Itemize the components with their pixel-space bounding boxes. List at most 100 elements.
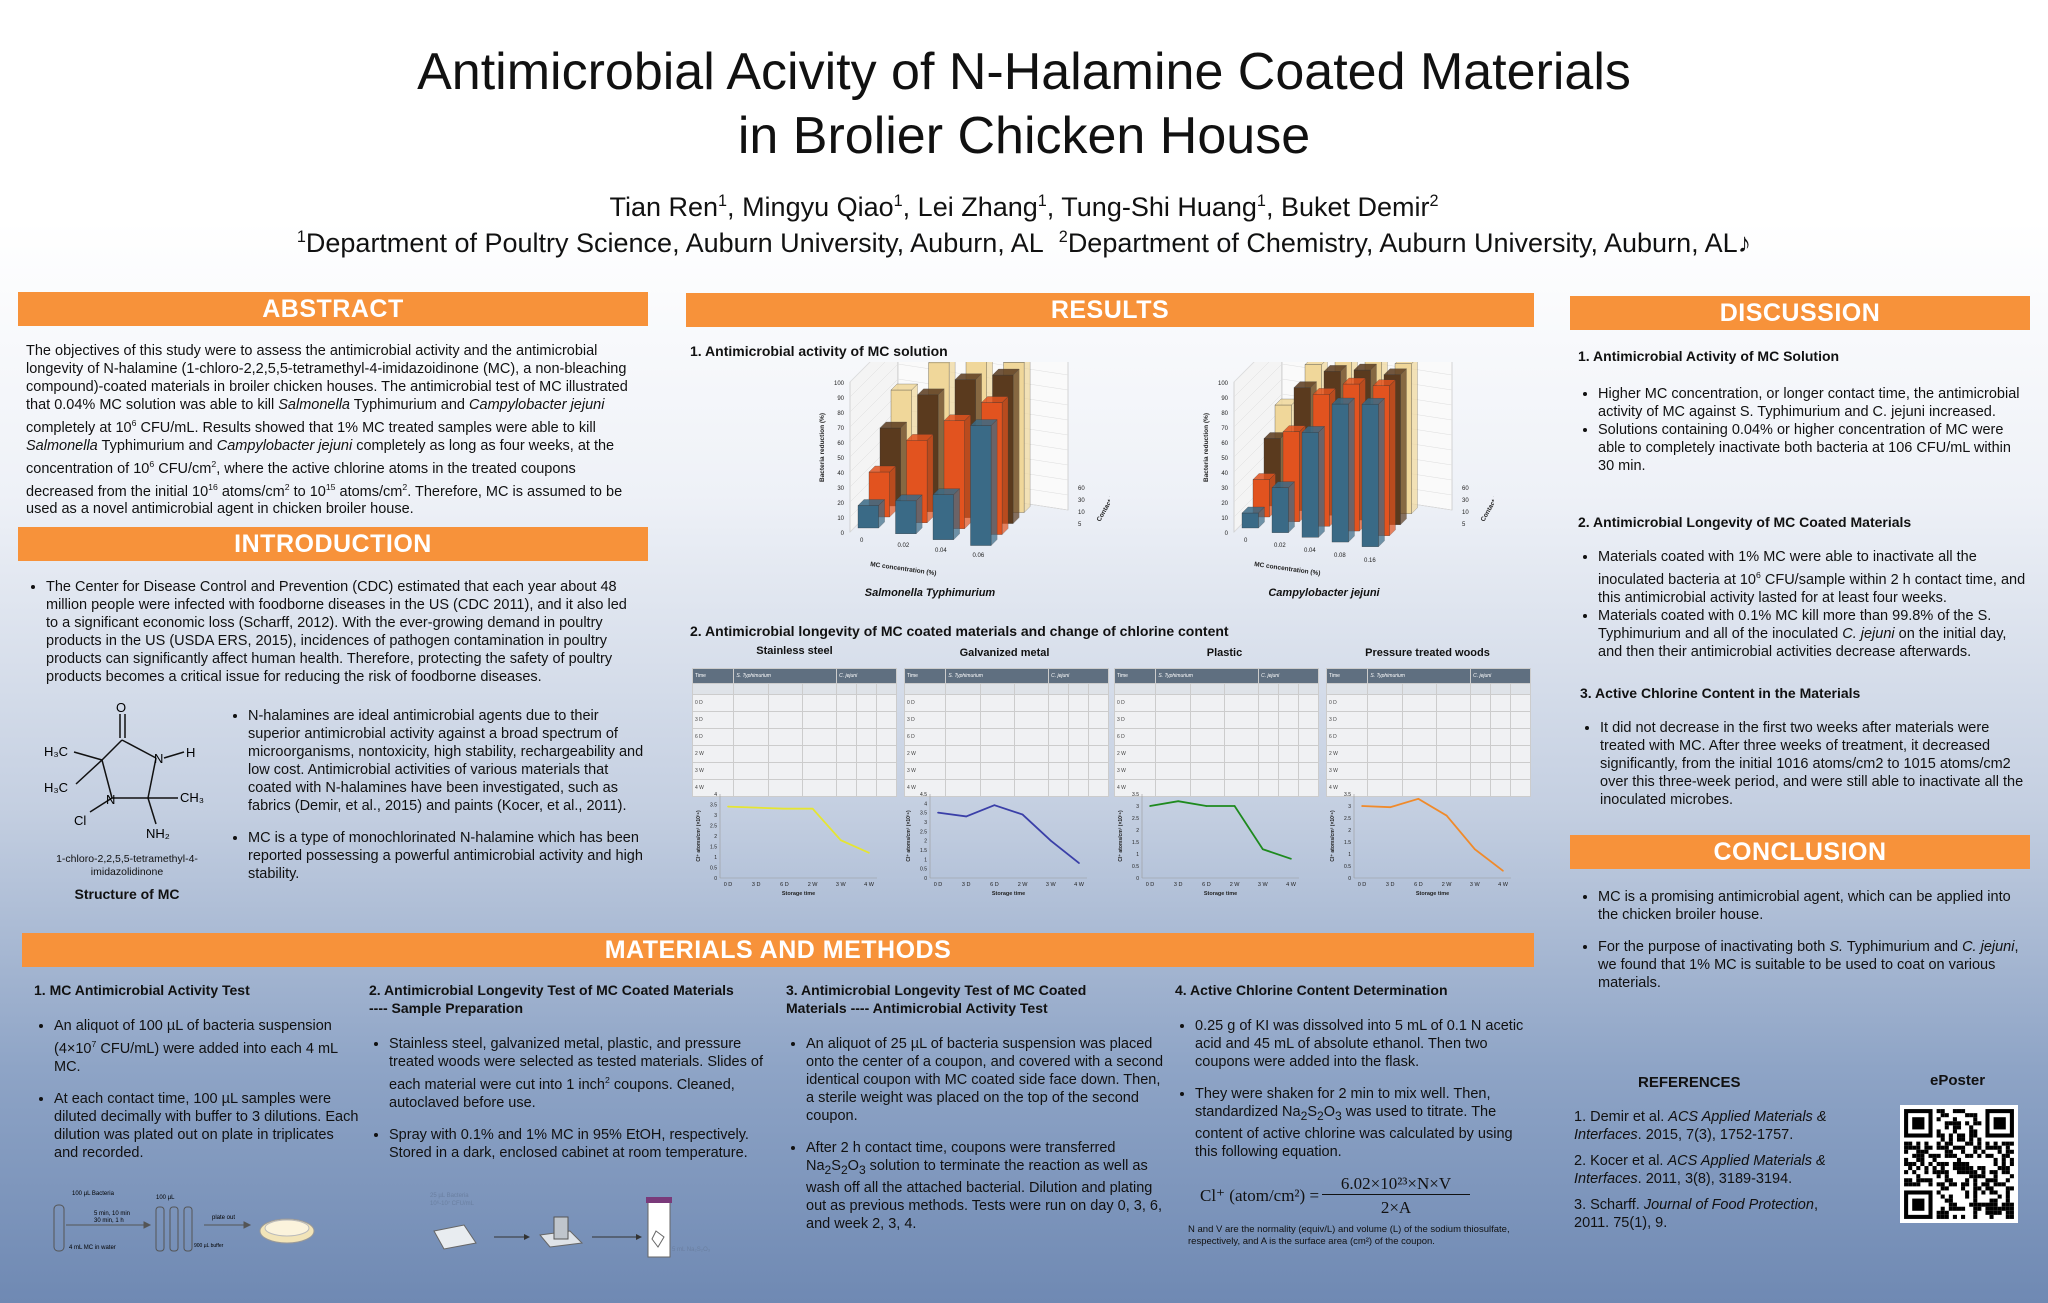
bar-3d-top (1323, 365, 1347, 372)
x-tick-label: 0.04 (1304, 548, 1316, 554)
diagram-label: 30 min, 1 h (94, 1218, 124, 1224)
qr-module (1965, 1182, 1970, 1187)
bar-3d (1361, 404, 1379, 547)
x-tick-label: 2 W (808, 882, 819, 888)
qr-module (1916, 1182, 1921, 1187)
intro-bullet-2: N-halamines are ideal antimicrobial agen… (248, 707, 644, 815)
table-cell: 3 W (691, 762, 735, 780)
atom-h3c-top: H₃C (44, 744, 68, 759)
table-cell: 3 D (1113, 711, 1157, 729)
coupon-icon (433, 1224, 477, 1250)
chart-1-caption: Salmonella Typhimurium (820, 587, 1040, 599)
qr-module (1920, 1157, 1925, 1162)
subscript: 2 (1316, 1108, 1324, 1123)
x-tick-label: 6 D (780, 882, 789, 888)
qr-module (1993, 1145, 1998, 1150)
text-part: For the purpose of inactivating both (1598, 939, 1830, 955)
qr-module (2005, 1153, 2010, 1158)
exponent: 6 (149, 458, 155, 469)
gridline (1233, 363, 1283, 413)
text-part: Typhimurium and (1843, 939, 1963, 955)
qr-module (1981, 1170, 1986, 1175)
discussion-heading: DISCUSSION (1570, 296, 2030, 330)
x-tick-label: 3 D (1386, 882, 1395, 888)
x-tick-label: 2 W (1018, 882, 1029, 888)
abstract-part: atoms/cm (335, 483, 403, 500)
qr-module (1989, 1214, 1994, 1219)
abstract-part: CFU/cm (154, 460, 212, 477)
bar-3d-side (1400, 368, 1407, 526)
bar-3d-top (992, 368, 1020, 376)
text-part: S (1307, 1104, 1317, 1120)
y-tick-label: 0 (1136, 876, 1139, 882)
qr-module (1912, 1170, 1917, 1175)
qr-module (1973, 1194, 1978, 1199)
intro-bullet-1: The Center for Disease Control and Preve… (46, 578, 642, 686)
qr-module (1952, 1117, 1957, 1122)
qr-module (1924, 1166, 1929, 1171)
qr-module (1985, 1182, 1990, 1187)
diagram-label: 5 mL Na₂S₂O₃ (672, 1247, 711, 1253)
qr-module (1993, 1210, 1998, 1215)
table-row: 3 W (1113, 762, 1320, 780)
qr-module (1916, 1145, 1921, 1150)
x-axis-label: Storage time (992, 891, 1025, 897)
diagram-label: plate out (212, 1215, 235, 1221)
qr-module (1912, 1182, 1917, 1187)
table-header: C. jejuni (1258, 668, 1319, 684)
y-tick-label: 1.5 (920, 848, 927, 854)
text-part: solution to terminate the reaction as we… (806, 1158, 1162, 1232)
table-cell: 4 W (903, 779, 947, 797)
qr-module (1993, 1206, 1998, 1211)
data-point (1205, 805, 1208, 807)
discussion-bullet: Higher MC concentration, or longer conta… (1598, 385, 2028, 421)
table-cell: 4 W (1325, 779, 1369, 797)
qr-code-icon[interactable] (1900, 1105, 2018, 1223)
caption-rest: Typhimurium (922, 587, 996, 599)
qr-module (2009, 1174, 2014, 1179)
qr-module (1940, 1145, 1945, 1150)
z-tick-label: 60 (1462, 486, 1469, 492)
table-row: 3 W (903, 762, 1110, 780)
intro-bullet-3: MC is a type of monochlorinated N-halami… (248, 829, 644, 883)
qr-module (1956, 1121, 1962, 1126)
bar-3d (1241, 512, 1259, 529)
text-part: O (1323, 1104, 1335, 1120)
y-tick-label: 1 (924, 857, 927, 863)
gridline (1233, 378, 1283, 428)
qr-module (1977, 1137, 1982, 1142)
table-row: 0 D (691, 694, 898, 712)
methods-bullet: 0.25 g of KI was dissolved into 5 mL of … (1195, 1017, 1525, 1071)
bar-3d (1331, 403, 1349, 543)
qr-module (2009, 1157, 2014, 1162)
author-name: Buket Demir (1280, 192, 1430, 222)
y-tick-label: 2.5 (1132, 816, 1139, 822)
atom-nh2: NH₂ (146, 826, 170, 841)
qr-module (1961, 1137, 1966, 1142)
qr-module (1936, 1145, 1941, 1150)
y-tick-label: 70 (837, 426, 844, 432)
qr-module (1985, 1202, 1990, 1207)
methods-bullet: They were shaken for 2 min to mix well. … (1195, 1085, 1525, 1161)
qr-module (1993, 1170, 1998, 1175)
exponent: 15 (325, 481, 336, 492)
qr-module (2001, 1182, 2006, 1187)
qr-module (2009, 1202, 2014, 1207)
methods-bullet: After 2 h contact time, coupons were tra… (806, 1139, 1166, 1233)
line-chart-stainless: 0 0.5 1 1.5 2 2.5 3 3.5 4 0 D 3 D 6 D 2 W 3 W 4 W Stora… (696, 792, 877, 897)
qr-module (1908, 1145, 1913, 1150)
data-point (1177, 800, 1179, 802)
table-row: 2 W (1113, 745, 1320, 763)
qr-module (1940, 1194, 1945, 1199)
data-point (1389, 806, 1391, 808)
qr-module (1920, 1153, 1925, 1158)
table-row: 4 W (903, 779, 1110, 797)
chart-campylobacter-3d-bar: 0 10 20 30 40 50 60 70 80 90 100 0 0.02 0.04 0.08 0.16 5… (1203, 362, 1494, 577)
x-axis-label: Storage time (782, 891, 815, 897)
x-tick-label: 0 D (1358, 882, 1367, 888)
gridline (1365, 362, 1453, 376)
text-italic: C. jejuni (1962, 939, 2015, 955)
y-tick-label: 0.5 (710, 866, 717, 872)
qr-module (1973, 1186, 1978, 1191)
